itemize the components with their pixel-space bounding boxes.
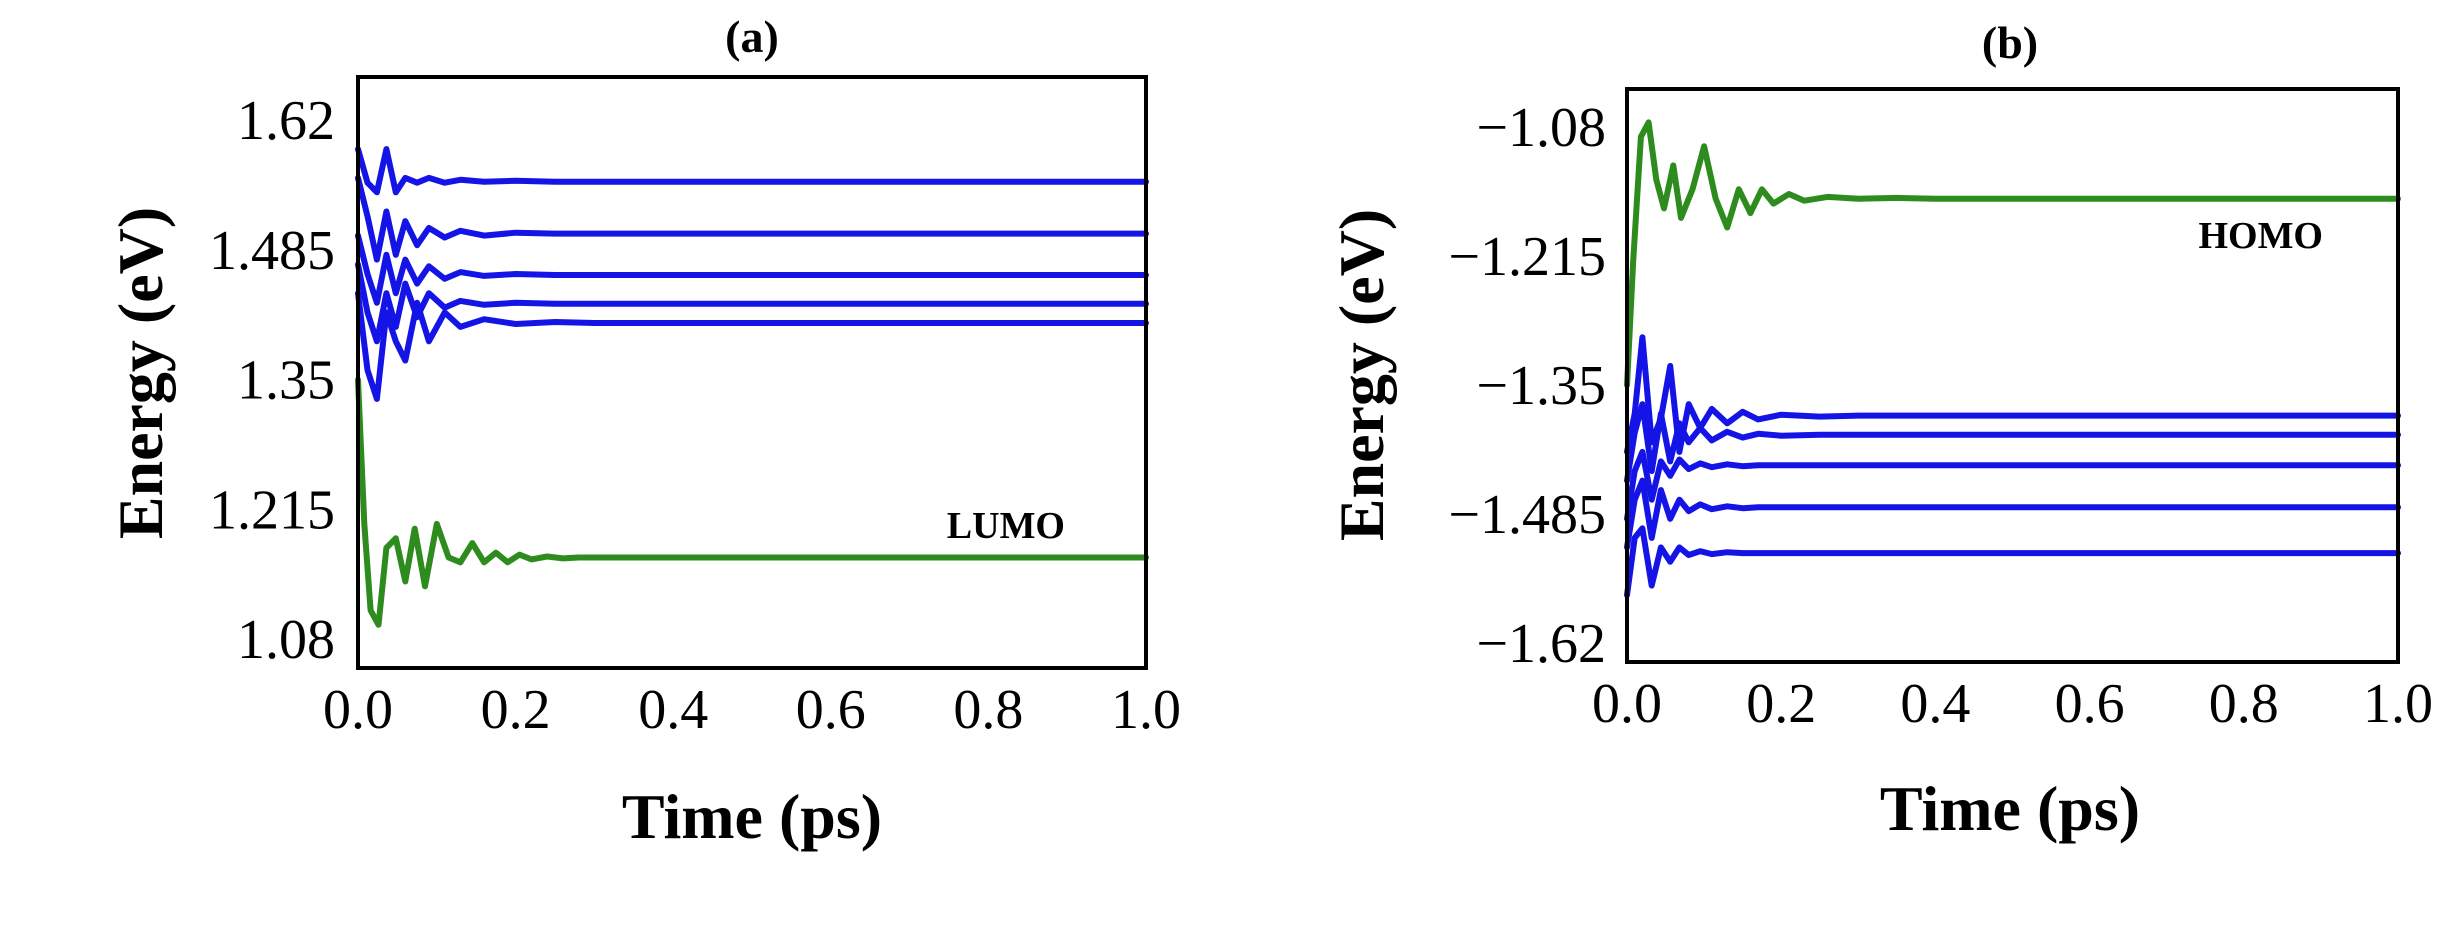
panel-b-homo-label: HOMO <box>2198 215 2323 257</box>
panel-a-y-axis-label: Energy (eV) <box>105 207 176 539</box>
panel-a-lumo: (a) 0.0 0.2 0.4 0.6 0.8 1.0 1.62 1.485 1.35 1.215… <box>105 11 1181 852</box>
panel-a-y-tick-label: 1.62 <box>237 90 335 152</box>
panel-a-lumo-label: LUMO <box>947 505 1065 547</box>
panel-b-homo: (b) 0.0 0.2 0.4 0.6 0.8 1.0 −1.08 −1.215 −1.35 −1… <box>1326 17 2433 844</box>
panel-a-x-tick-label: 0.0 <box>323 679 393 741</box>
panel-a-x-tick-label: 0.4 <box>638 679 708 741</box>
panel-b-series-blue-2 <box>1624 401 2401 484</box>
panel-a-y-tick-label: 1.35 <box>237 350 335 412</box>
panel-b-ticks: 0.0 0.2 0.4 0.6 0.8 1.0 −1.08 −1.215 −1.35 −1.485… <box>1448 97 2433 735</box>
panel-a-x-tick-label: 0.6 <box>796 679 866 741</box>
panel-b-series-blue-4 <box>1624 477 2401 551</box>
panel-b-x-tick-label: 1.0 <box>2363 673 2433 735</box>
panel-b-series-blue-5 <box>1624 525 2401 599</box>
panel-b-series-blue-1 <box>1624 334 2401 455</box>
panel-a-y-tick-label: 1.08 <box>237 609 335 671</box>
panel-b-x-tick-label: 0.4 <box>1900 673 1970 735</box>
panel-a-x-tick-label: 1.0 <box>1111 679 1181 741</box>
panel-a-x-tick-label: 0.2 <box>481 679 551 741</box>
panel-a-x-tick-label: 0.8 <box>953 679 1023 741</box>
panel-b-y-tick-label: −1.62 <box>1476 613 1606 675</box>
panel-b-y-tick-label: −1.08 <box>1476 97 1606 159</box>
panel-a-x-axis-label: Time (ps) <box>622 781 882 852</box>
panel-b-y-tick-label: −1.215 <box>1448 226 1606 288</box>
panel-b-y-axis-label: Energy (eV) <box>1326 209 1397 541</box>
panel-a-series-blue-0 <box>355 146 1149 196</box>
panel-a-y-tick-label: 1.485 <box>209 220 335 282</box>
panel-a-series-blue-3 <box>355 261 1149 345</box>
panel-b-series-blue-3 <box>1624 448 2401 522</box>
panel-a-y-tick-label: 1.215 <box>209 479 335 541</box>
panel-a-ticks: 0.0 0.2 0.4 0.6 0.8 1.0 1.62 1.485 1.35 1.215 1.08 <box>209 90 1181 741</box>
panel-a-series-green-5 <box>355 376 1149 628</box>
panel-b-series-green-0 <box>1624 119 2401 389</box>
panel-b-x-tick-label: 0.8 <box>2209 673 2279 735</box>
panel-a-series <box>355 146 1149 628</box>
panel-b-x-tick-label: 0.0 <box>1592 673 1662 735</box>
panel-b-x-axis-label: Time (ps) <box>1880 773 2140 844</box>
panel-b-y-tick-label: −1.35 <box>1476 355 1606 417</box>
panel-a-title: (a) <box>725 11 779 62</box>
panel-a-plot-frame <box>356 75 1148 670</box>
panel-b-series <box>1624 119 2401 599</box>
panel-b-x-tick-label: 0.6 <box>2055 673 2125 735</box>
panel-a-series-blue-1 <box>355 174 1149 263</box>
panel-b-x-tick-label: 0.2 <box>1746 673 1816 735</box>
panel-a-series-blue-4 <box>355 290 1149 402</box>
panel-b-plot-frame <box>1625 87 2400 664</box>
panel-a-series-blue-2 <box>355 232 1149 306</box>
panel-b-y-tick-label: −1.485 <box>1448 484 1606 546</box>
panel-b-title: (b) <box>1982 17 2038 68</box>
